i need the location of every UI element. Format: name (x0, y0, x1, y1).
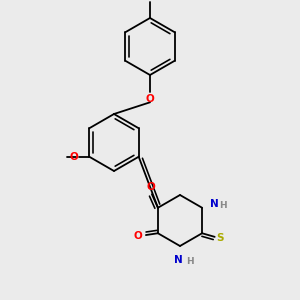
Text: N: N (210, 199, 218, 209)
Text: O: O (146, 94, 154, 104)
Text: O: O (69, 152, 78, 162)
Text: H: H (219, 201, 227, 210)
Text: S: S (217, 233, 224, 243)
Text: O: O (134, 231, 142, 241)
Text: O: O (146, 182, 155, 193)
Text: H: H (186, 257, 194, 266)
Text: Cl: Cl (144, 0, 156, 2)
Text: N: N (174, 255, 183, 265)
